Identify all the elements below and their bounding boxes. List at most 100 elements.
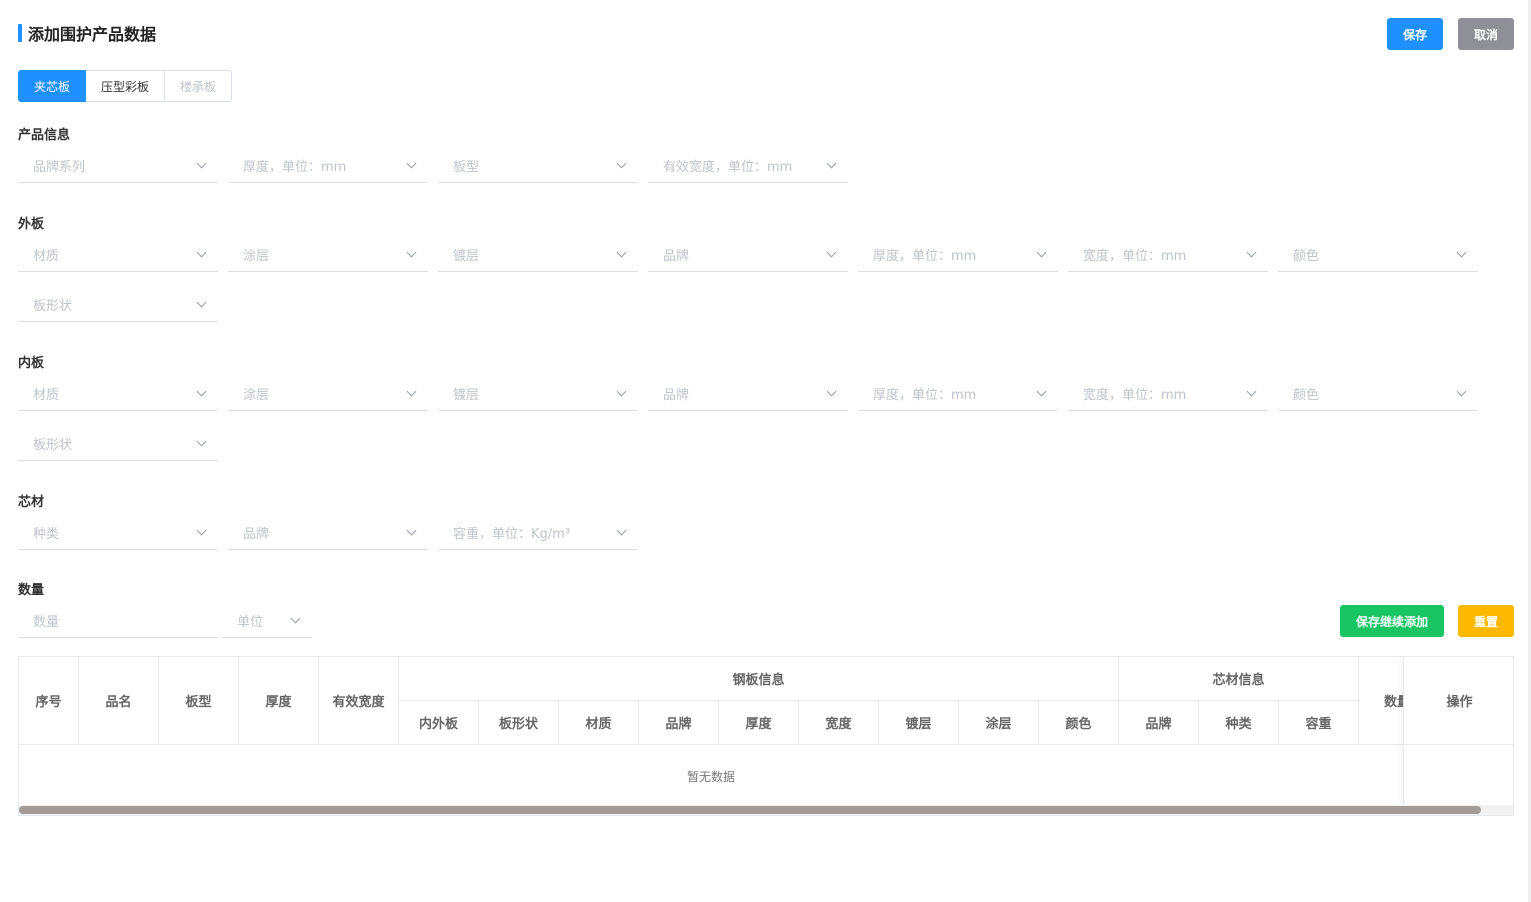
field-placeholder: 有效宽度，单位：mm xyxy=(663,160,793,175)
field-placeholder: 镀层 xyxy=(453,249,480,264)
field-placeholder: 数量 xyxy=(33,615,60,630)
field-placeholder: 厚度，单位：mm xyxy=(873,388,977,403)
col-group-steel-info: 钢板信息 xyxy=(399,657,1119,701)
horizontal-scrollbar-thumb[interactable] xyxy=(19,806,1481,814)
inner-color-select[interactable]: 颜色 xyxy=(1278,377,1478,411)
thickness-select[interactable]: 厚度，单位：mm xyxy=(228,149,428,183)
col-header-steel-thickness: 厚度 xyxy=(719,701,799,745)
outer-brand-select[interactable]: 品牌 xyxy=(648,238,848,272)
core-brand-select[interactable]: 品牌 xyxy=(228,516,428,550)
quantity-input[interactable]: 数量 xyxy=(18,604,218,638)
outer-width-select[interactable]: 宽度，单位：mm xyxy=(1068,238,1268,272)
chevron-down-icon xyxy=(826,386,837,397)
inner-brand-select[interactable]: 品牌 xyxy=(648,377,848,411)
chevron-down-icon xyxy=(406,525,417,536)
chevron-down-icon xyxy=(406,247,417,258)
col-header-index: 序号 xyxy=(19,657,79,745)
col-header-coating: 涂层 xyxy=(959,701,1039,745)
field-placeholder: 材质 xyxy=(33,388,60,403)
field-placeholder: 板形状 xyxy=(33,438,73,453)
field-placeholder: 颜色 xyxy=(1293,388,1320,403)
field-placeholder: 品牌 xyxy=(663,249,690,264)
outer-coating-select[interactable]: 涂层 xyxy=(228,238,428,272)
outer-plating-select[interactable]: 镀层 xyxy=(438,238,638,272)
col-header-density: 容重 xyxy=(1279,701,1359,745)
board-type-select[interactable]: 板型 xyxy=(438,149,638,183)
col-header-steel-brand: 品牌 xyxy=(639,701,719,745)
chevron-down-icon xyxy=(196,525,207,536)
chevron-down-icon xyxy=(196,158,207,169)
col-group-core-info: 芯材信息 xyxy=(1119,657,1359,701)
field-placeholder: 种类 xyxy=(33,527,60,542)
outer-color-select[interactable]: 颜色 xyxy=(1278,238,1478,272)
core-density-select[interactable]: 容重，单位：Kg/m³ xyxy=(438,516,638,550)
field-placeholder: 颜色 xyxy=(1293,249,1320,264)
title-accent-bar xyxy=(18,24,22,42)
cancel-button[interactable]: 取消 xyxy=(1458,18,1514,50)
field-placeholder: 厚度，单位：mm xyxy=(873,249,977,264)
col-header-effective-width: 有效宽度 xyxy=(319,657,399,745)
chevron-down-icon xyxy=(1246,386,1257,397)
inner-thickness-select[interactable]: 厚度，单位：mm xyxy=(858,377,1058,411)
empty-table-text: 暂无数据 xyxy=(686,769,735,784)
brand-series-select[interactable]: 品牌系列 xyxy=(18,149,218,183)
inner-material-select[interactable]: 材质 xyxy=(18,377,218,411)
col-header-plating: 镀层 xyxy=(879,701,959,745)
chevron-down-icon xyxy=(616,386,627,397)
section-title-core: 芯材 xyxy=(18,495,45,510)
col-header-width: 宽度 xyxy=(799,701,879,745)
reset-button[interactable]: 重置 xyxy=(1458,605,1514,637)
field-placeholder: 宽度，单位：mm xyxy=(1083,388,1187,403)
section-title-inner: 内板 xyxy=(18,356,45,371)
chevron-down-icon xyxy=(290,613,301,624)
chevron-down-icon xyxy=(406,386,417,397)
tab-profiled-color-sheet[interactable]: 压型彩板 xyxy=(86,70,166,102)
inner-plating-select[interactable]: 镀层 xyxy=(438,377,638,411)
inner-width-select[interactable]: 宽度，单位：mm xyxy=(1068,377,1268,411)
chevron-down-icon xyxy=(1036,247,1047,258)
chevron-down-icon xyxy=(1456,386,1467,397)
field-placeholder: 镀层 xyxy=(453,388,480,403)
chevron-down-icon xyxy=(196,436,207,447)
tab-sandwich-panel[interactable]: 夹芯板 xyxy=(18,70,87,102)
section-title-outer: 外板 xyxy=(18,217,45,232)
tab-floor-deck: 楼承板 xyxy=(165,70,233,102)
col-header-shape: 板形状 xyxy=(479,701,559,745)
chevron-down-icon xyxy=(616,525,627,536)
col-header-thickness: 厚度 xyxy=(239,657,319,745)
field-placeholder: 涂层 xyxy=(243,388,270,403)
save-and-continue-button[interactable]: 保存继续添加 xyxy=(1340,605,1444,637)
inner-shape-select[interactable]: 板形状 xyxy=(18,427,218,461)
outer-material-select[interactable]: 材质 xyxy=(18,238,218,272)
col-header-color: 颜色 xyxy=(1039,701,1119,745)
field-placeholder: 单位 xyxy=(237,615,264,630)
inner-coating-select[interactable]: 涂层 xyxy=(228,377,428,411)
chevron-down-icon xyxy=(196,247,207,258)
field-placeholder: 材质 xyxy=(33,249,60,264)
section-title-product: 产品信息 xyxy=(18,128,71,143)
fixed-actions-column: 操作 xyxy=(1403,657,1513,815)
effective-width-select[interactable]: 有效宽度，单位：mm xyxy=(648,149,848,183)
unit-select[interactable]: 单位 xyxy=(222,604,312,638)
col-header-inner-outer: 内外板 xyxy=(399,701,479,745)
chevron-down-icon xyxy=(1036,386,1047,397)
col-header-name: 品名 xyxy=(79,657,159,745)
field-placeholder: 板形状 xyxy=(33,299,73,314)
chevron-down-icon xyxy=(1456,247,1467,258)
outer-shape-select[interactable]: 板形状 xyxy=(18,288,218,322)
vertical-scrollbar[interactable] xyxy=(1528,0,1531,902)
section-title-quantity: 数量 xyxy=(18,583,45,598)
chevron-down-icon xyxy=(826,158,837,169)
chevron-down-icon xyxy=(406,158,417,169)
chevron-down-icon xyxy=(826,247,837,258)
field-placeholder: 宽度，单位：mm xyxy=(1083,249,1187,264)
field-placeholder: 品牌 xyxy=(663,388,690,403)
field-placeholder: 涂层 xyxy=(243,249,270,264)
field-placeholder: 容重，单位：Kg/m³ xyxy=(453,527,571,542)
col-header-actions: 操作 xyxy=(1404,657,1513,745)
core-type-select[interactable]: 种类 xyxy=(18,516,218,550)
field-placeholder: 品牌系列 xyxy=(33,160,86,175)
outer-thickness-select[interactable]: 厚度，单位：mm xyxy=(858,238,1058,272)
chevron-down-icon xyxy=(616,158,627,169)
save-button[interactable]: 保存 xyxy=(1387,18,1443,50)
